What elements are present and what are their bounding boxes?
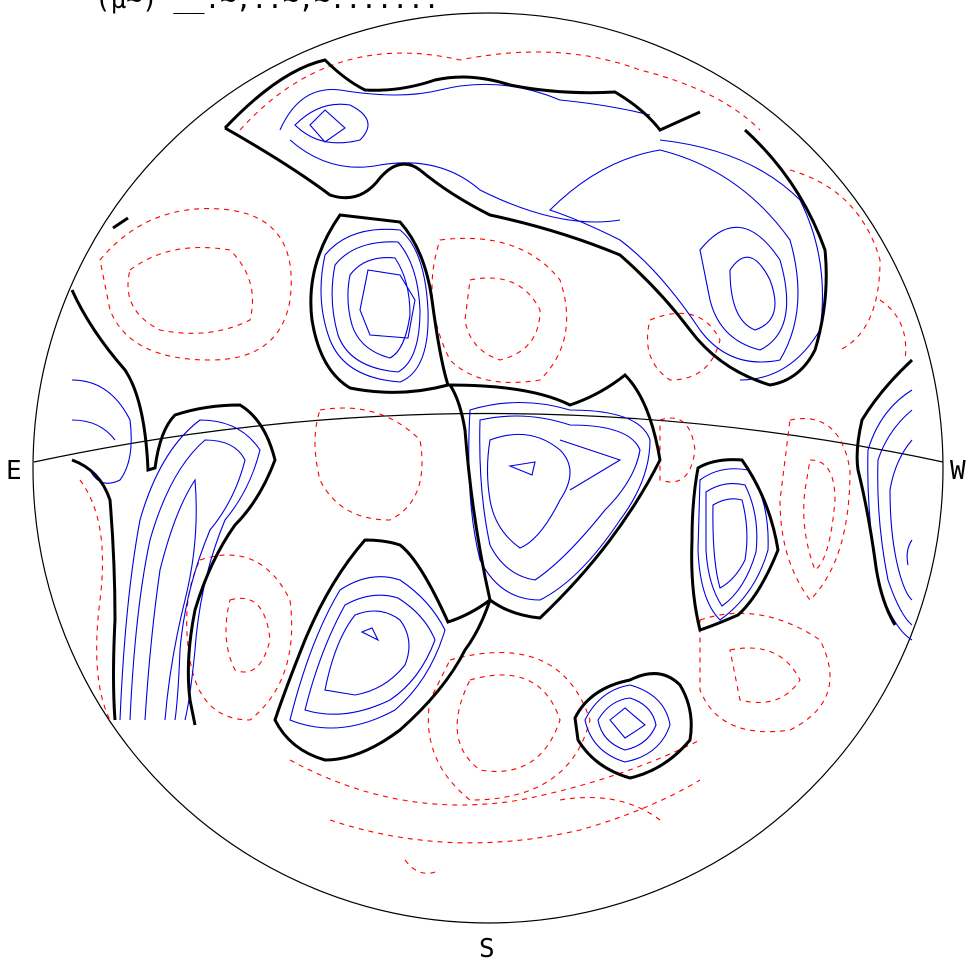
zero-contour: [70, 289, 277, 726]
positive-contours: [71, 83, 913, 763]
positive-contour: [609, 707, 646, 739]
negative-contour: [803, 459, 836, 571]
west-label: W: [950, 456, 966, 486]
negative-contour: [225, 597, 271, 673]
positive-contour: [289, 576, 446, 729]
positive-contour: [697, 468, 769, 621]
positive-contour: [705, 483, 758, 607]
south-label: S: [479, 934, 495, 964]
positive-contour: [347, 257, 411, 359]
positive-contour: [486, 433, 571, 549]
negative-contour: [559, 796, 661, 821]
positive-contour: [712, 498, 748, 589]
positive-contour: [479, 415, 641, 581]
zero-contour: [71, 458, 117, 721]
positive-contour: [71, 379, 132, 484]
positive-contour: [309, 109, 346, 143]
negative-contour: [456, 674, 561, 772]
zero-contour: [223, 58, 701, 132]
negative-contour: [646, 312, 721, 381]
positive-contour: [294, 103, 369, 144]
negative-contour: [127, 246, 254, 334]
positive-contour: [584, 684, 671, 763]
positive-contour: [129, 439, 246, 721]
zero-contour: [273, 538, 492, 762]
zero-contour: [112, 216, 129, 230]
negative-contour: [289, 739, 701, 806]
east-label: E: [6, 456, 22, 486]
positive-contour: [144, 478, 197, 721]
positive-contour: [559, 439, 622, 491]
horizon-arc: [33, 412, 944, 463]
positive-contour: [889, 439, 913, 601]
zero-contours: [70, 58, 914, 780]
negative-contour: [314, 407, 423, 521]
negative-contour: [186, 554, 293, 721]
positive-contour: [659, 139, 824, 381]
negative-contour: [431, 237, 568, 383]
negative-contour: [99, 208, 292, 361]
positive-contour: [597, 697, 657, 751]
positive-contour: [699, 226, 788, 351]
positive-contour: [320, 228, 429, 383]
positive-contour: [279, 83, 651, 131]
negative-contour: [659, 417, 696, 483]
positive-contour: [331, 241, 421, 373]
positive-contour: [119, 419, 261, 721]
positive-contour: [359, 269, 416, 339]
negative-contour: [329, 779, 701, 844]
positive-contour: [71, 419, 116, 441]
positive-contour: [507, 461, 536, 476]
zero-contour: [309, 213, 450, 394]
negative-contour: [464, 277, 541, 361]
negative-contour: [879, 299, 907, 361]
zero-contour: [690, 458, 780, 632]
positive-contour: [468, 402, 651, 601]
negative-contours: [79, 51, 907, 874]
positive-contour: [906, 539, 913, 566]
positive-contour: [867, 389, 913, 641]
positive-contour: [304, 594, 436, 715]
zero-contour: [224, 126, 828, 387]
positive-contour: [548, 149, 799, 363]
negative-contour: [779, 418, 851, 601]
negative-contour: [79, 479, 111, 721]
positive-contour: [729, 256, 776, 331]
positive-contour: [324, 610, 410, 696]
zero-contour: [447, 372, 662, 620]
negative-contour: [427, 652, 591, 801]
positive-contour: [289, 139, 621, 223]
negative-contour: [789, 169, 881, 351]
projection-circle: [32, 12, 944, 924]
header-fragment: (µ~) __:~,::~,~:::::::: [95, 0, 439, 15]
negative-contour: [404, 859, 441, 874]
zero-contour: [855, 358, 914, 626]
negative-contour: [699, 612, 831, 733]
positive-contour: [360, 627, 380, 642]
negative-contour: [239, 51, 761, 131]
negative-contour: [729, 647, 801, 704]
zero-contour: [573, 672, 693, 780]
positive-contour: [877, 409, 913, 626]
